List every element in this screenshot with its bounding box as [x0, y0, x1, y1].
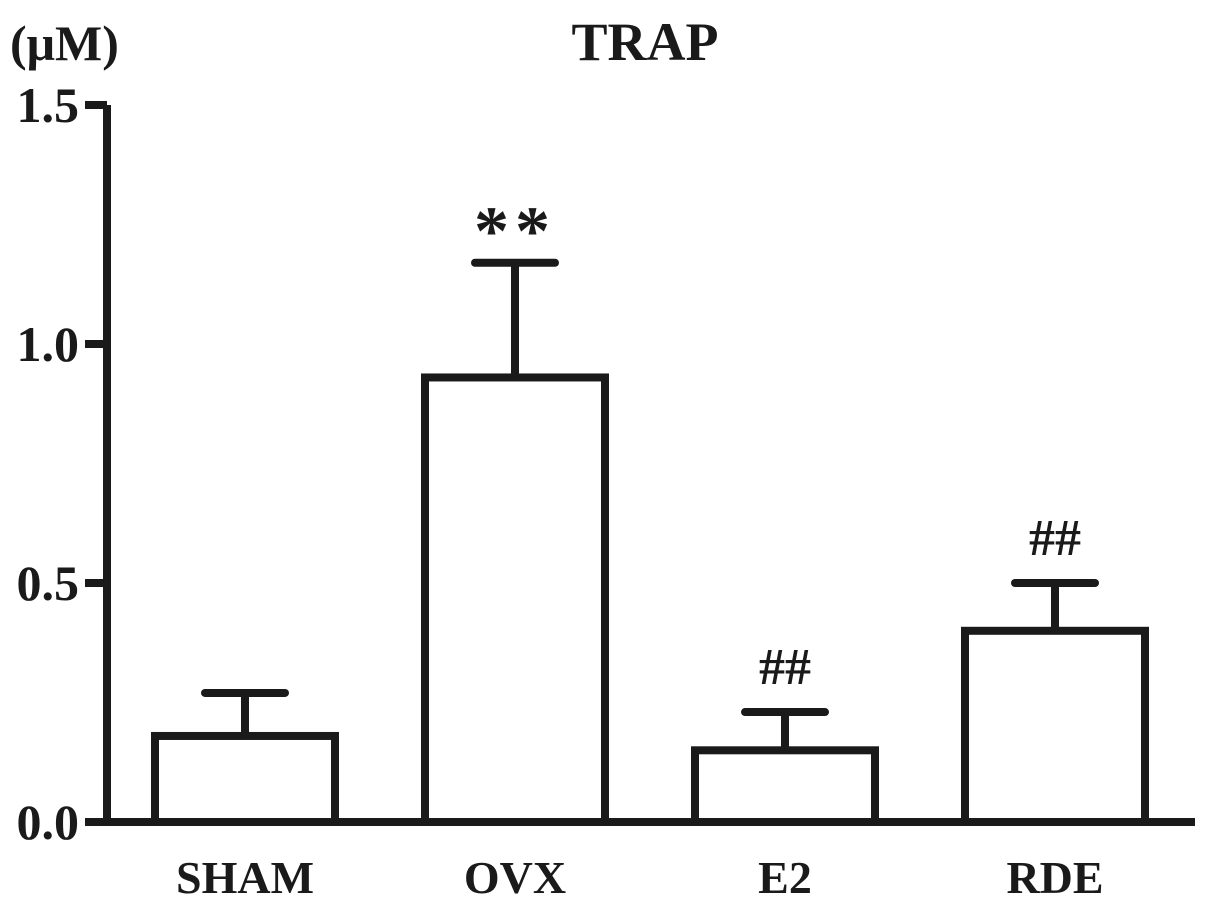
bar-ovx [421, 373, 609, 826]
y-unit-label: (μM) [10, 15, 119, 71]
significance-label: ## [759, 639, 811, 696]
y-tick-label: 0.0 [17, 794, 80, 850]
bar-rde [961, 626, 1149, 826]
y-tick-label: 1.5 [17, 77, 80, 133]
y-tick-label: 0.5 [17, 555, 80, 611]
x-tick-label: RDE [1006, 852, 1103, 903]
x-tick-label: OVX [464, 852, 566, 903]
bar-e2 [691, 746, 879, 826]
x-tick-label: SHAM [176, 852, 314, 903]
chart-title: TRAP [572, 12, 719, 72]
x-tick-label: E2 [758, 852, 812, 903]
significance-label: ** [474, 194, 556, 271]
y-tick-label: 1.0 [17, 316, 80, 372]
significance-label: ## [1029, 510, 1081, 567]
plot-area: 0.0 0.5 1.0 1.5 SHAM OVX ** E2 ## RDE ## [17, 77, 1195, 903]
bar-sham [151, 731, 339, 827]
